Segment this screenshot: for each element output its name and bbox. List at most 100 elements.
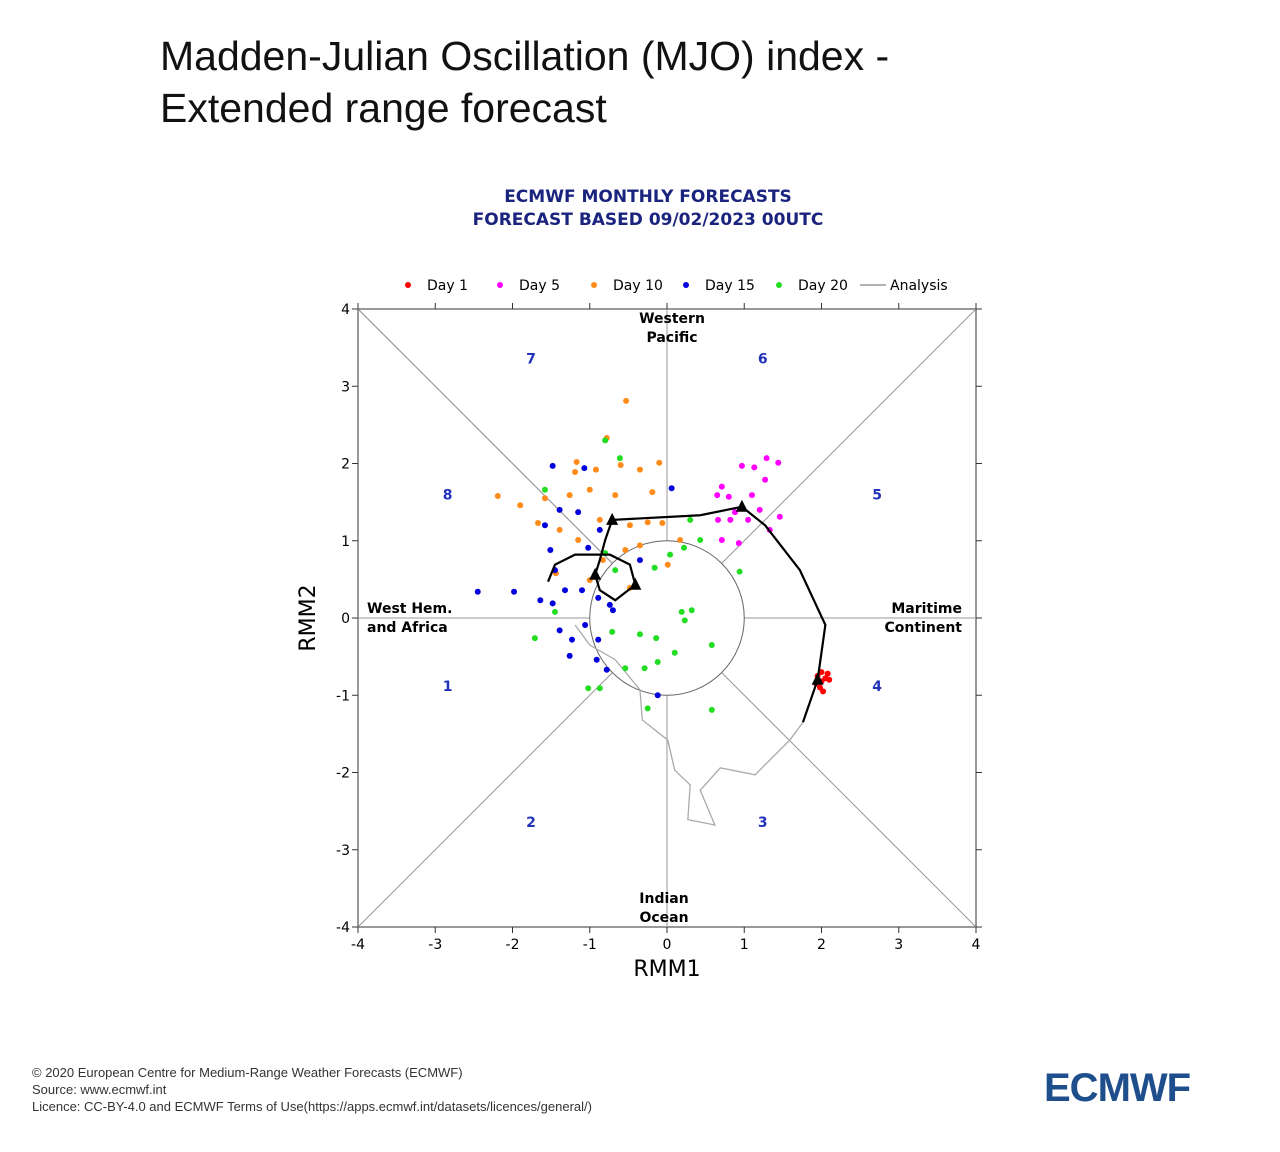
point xyxy=(596,685,603,692)
footer-line: Licence: CC-BY-4.0 and ECMWF Terms of Us… xyxy=(32,1099,592,1114)
point xyxy=(680,544,687,551)
region-label: Continent xyxy=(885,620,963,636)
mean-marker xyxy=(606,512,619,525)
x-tick-label: -4 xyxy=(351,937,365,953)
point xyxy=(668,485,675,492)
point xyxy=(623,397,630,404)
legend-marker xyxy=(591,282,597,288)
point xyxy=(603,666,610,673)
point xyxy=(653,635,660,642)
point xyxy=(534,519,541,526)
y-tick-label: 2 xyxy=(341,457,350,473)
point xyxy=(644,705,651,712)
x-axis-label: RMM1 xyxy=(633,957,700,982)
point xyxy=(622,665,629,672)
point xyxy=(654,659,661,666)
point xyxy=(585,544,592,551)
point xyxy=(636,542,643,549)
y-tick-label: -2 xyxy=(336,766,350,782)
point xyxy=(636,466,643,473)
point xyxy=(474,588,481,595)
point xyxy=(708,642,715,649)
x-tick-label: 1 xyxy=(740,937,749,953)
point xyxy=(763,455,770,462)
point xyxy=(727,516,734,523)
point xyxy=(547,547,554,554)
point xyxy=(644,519,651,526)
x-tick-label: 0 xyxy=(663,937,672,953)
point xyxy=(566,652,573,659)
mean-marker xyxy=(811,672,824,685)
point xyxy=(725,493,732,500)
phase-label: 2 xyxy=(526,815,536,831)
point xyxy=(573,458,580,465)
point xyxy=(581,465,588,472)
legend-label: Day 10 xyxy=(613,278,663,294)
point xyxy=(775,459,782,466)
point xyxy=(651,564,658,571)
point xyxy=(572,468,579,475)
region-label: and Africa xyxy=(367,620,448,636)
region-label: Indian xyxy=(639,891,688,907)
point xyxy=(636,631,643,638)
point xyxy=(649,489,656,496)
point xyxy=(556,526,563,533)
point xyxy=(697,536,704,543)
mean-line xyxy=(547,505,827,723)
legend-marker xyxy=(497,282,503,288)
legend-label: Day 15 xyxy=(705,278,755,294)
point xyxy=(626,522,633,529)
point xyxy=(494,492,501,499)
y-axis-label: RMM2 xyxy=(296,584,321,651)
y-tick-label: -4 xyxy=(336,920,350,936)
legend-label: Day 1 xyxy=(427,278,468,294)
point xyxy=(549,462,556,469)
point xyxy=(751,464,758,471)
y-tick-label: 0 xyxy=(341,611,350,627)
y-tick-label: -1 xyxy=(336,688,350,704)
point xyxy=(677,536,684,543)
point xyxy=(671,649,678,656)
point xyxy=(826,676,833,683)
legend-label: Day 20 xyxy=(798,278,848,294)
point xyxy=(549,600,556,607)
legend-marker xyxy=(776,282,782,288)
region-label: Ocean xyxy=(639,910,688,926)
point xyxy=(735,540,742,547)
mean-marker xyxy=(735,499,748,512)
point xyxy=(664,561,671,568)
point xyxy=(617,462,624,469)
point xyxy=(636,557,643,564)
region-label: West Hem. xyxy=(367,601,452,617)
phase-label: 6 xyxy=(758,351,768,367)
point xyxy=(688,607,695,614)
point xyxy=(659,519,666,526)
y-tick-label: 3 xyxy=(341,379,350,395)
point xyxy=(654,692,661,699)
footer: © 2020 European Centre for Medium-Range … xyxy=(32,1064,592,1115)
diagonal xyxy=(357,308,613,564)
point xyxy=(612,567,619,574)
point xyxy=(579,587,586,594)
point xyxy=(541,486,548,493)
chart-title: ECMWF MONTHLY FORECASTS xyxy=(504,187,792,207)
point xyxy=(738,462,745,469)
legend-label: Day 5 xyxy=(519,278,560,294)
phase-label: 3 xyxy=(758,815,768,831)
point xyxy=(596,526,603,533)
point xyxy=(756,506,763,513)
phase-label: 4 xyxy=(872,679,882,695)
logo: ECMWF xyxy=(1044,1066,1191,1110)
point xyxy=(602,437,609,444)
phase-label: 1 xyxy=(443,679,453,695)
point xyxy=(622,547,629,554)
point xyxy=(566,492,573,499)
point xyxy=(687,516,694,523)
phase-label: 8 xyxy=(443,487,453,503)
region-label: Maritime xyxy=(891,601,962,617)
point xyxy=(745,516,752,523)
point xyxy=(517,502,524,509)
point xyxy=(616,455,623,462)
point xyxy=(612,492,619,499)
